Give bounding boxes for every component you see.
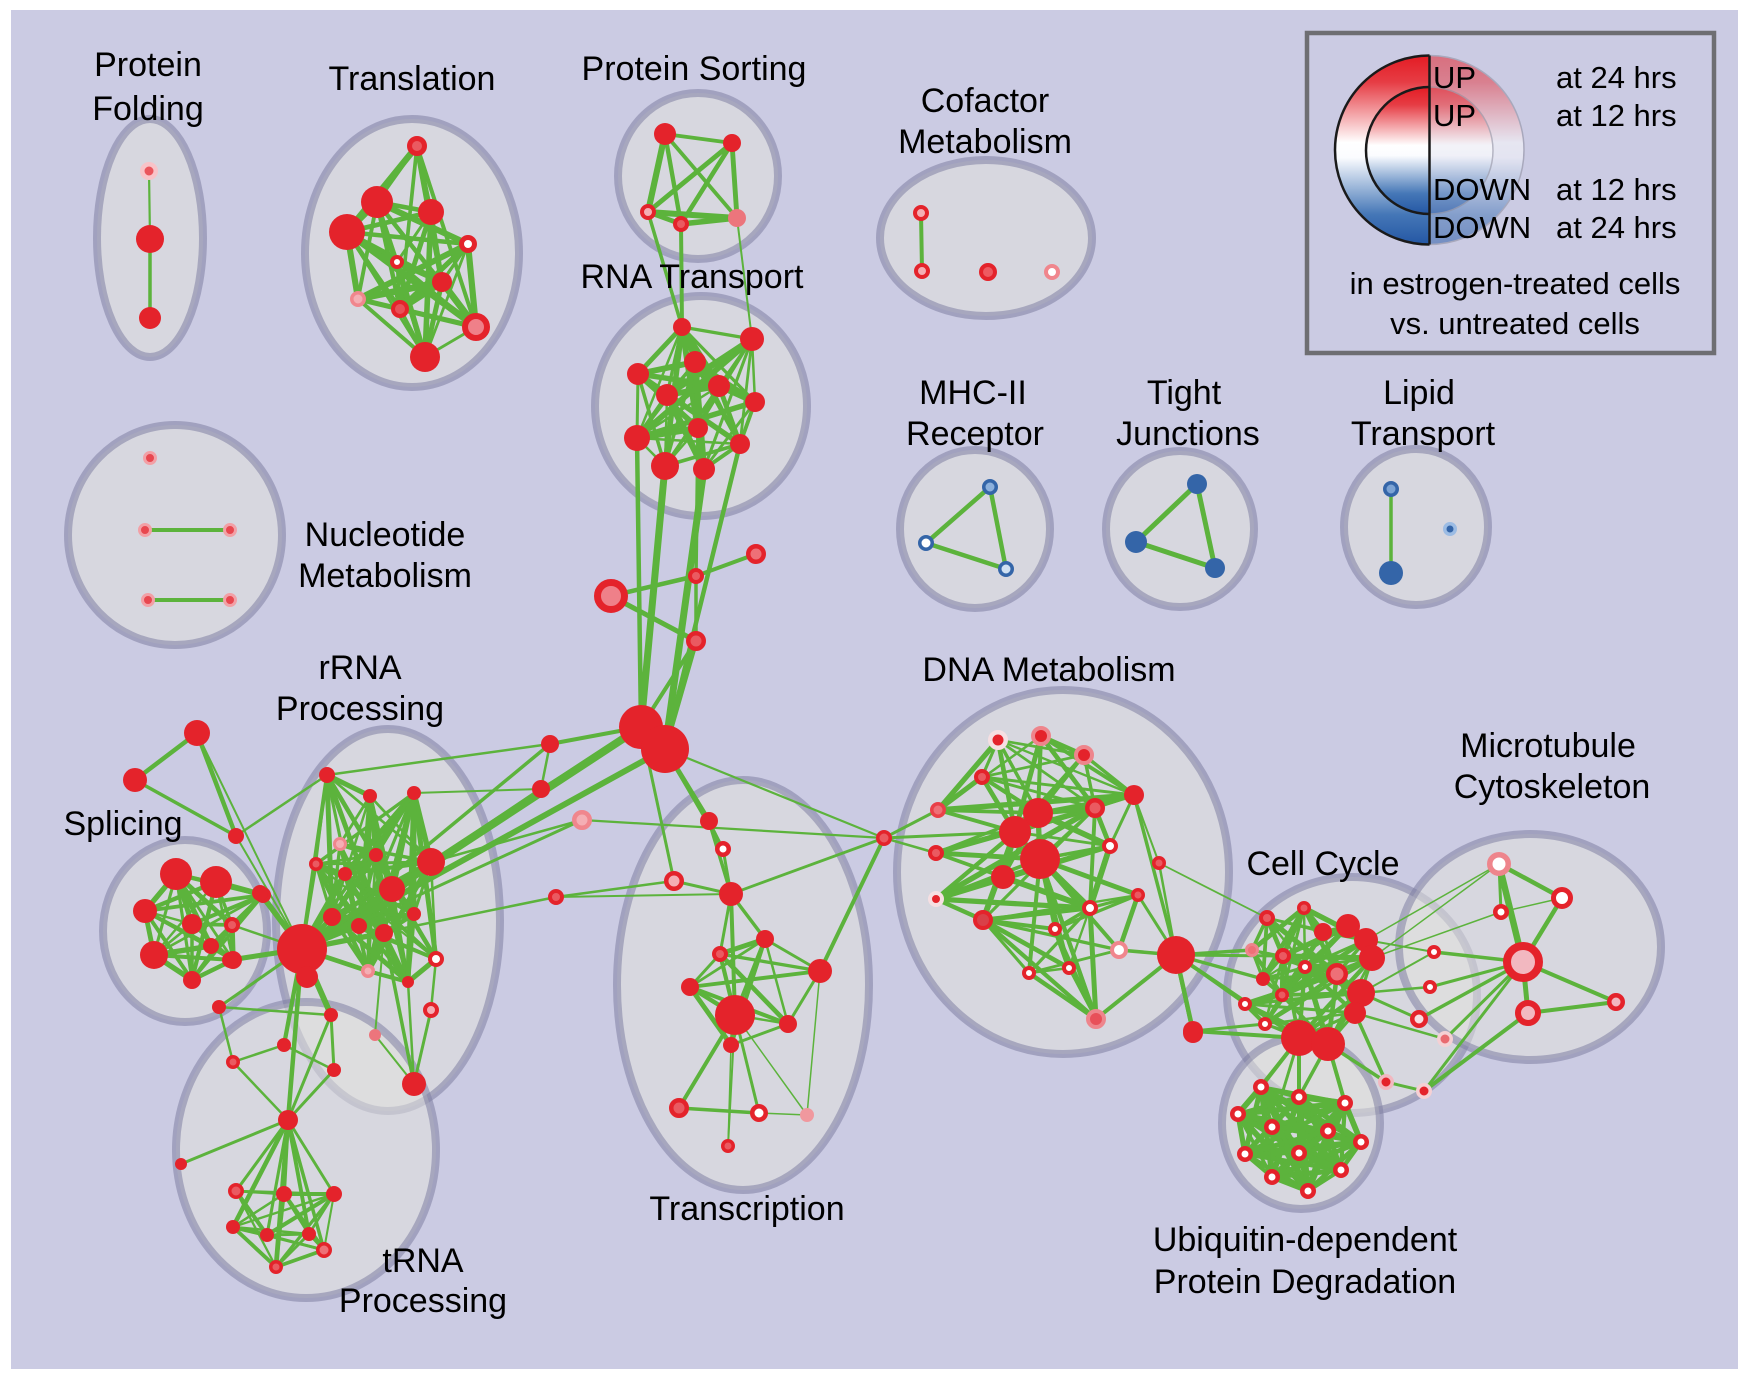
- svg-text:at 12 hrs: at 12 hrs: [1556, 172, 1677, 207]
- svg-text:Protein Sorting: Protein Sorting: [582, 50, 807, 88]
- svg-text:MHC-II: MHC-II: [919, 374, 1027, 412]
- svg-text:Transport: Transport: [1351, 415, 1496, 453]
- svg-text:rRNA: rRNA: [318, 649, 401, 687]
- svg-text:Transcription: Transcription: [649, 1190, 844, 1228]
- svg-text:UP: UP: [1433, 98, 1476, 133]
- svg-text:Folding: Folding: [92, 90, 204, 128]
- svg-text:Cofactor: Cofactor: [921, 82, 1050, 120]
- svg-text:at 24 hrs: at 24 hrs: [1556, 60, 1677, 95]
- svg-text:Processing: Processing: [339, 1282, 507, 1320]
- svg-text:Lipid: Lipid: [1383, 374, 1455, 412]
- svg-text:DOWN: DOWN: [1433, 210, 1531, 245]
- svg-text:DNA Metabolism: DNA Metabolism: [922, 651, 1175, 689]
- svg-text:at 24 hrs: at 24 hrs: [1556, 210, 1677, 245]
- svg-text:Microtubule: Microtubule: [1460, 727, 1636, 765]
- svg-text:tRNA: tRNA: [382, 1242, 464, 1280]
- svg-text:RNA Transport: RNA Transport: [581, 258, 805, 296]
- svg-text:vs. untreated cells: vs. untreated cells: [1390, 306, 1640, 341]
- svg-text:at 12 hrs: at 12 hrs: [1556, 98, 1677, 133]
- svg-text:Cell Cycle: Cell Cycle: [1246, 845, 1399, 883]
- svg-text:Protein Degradation: Protein Degradation: [1154, 1263, 1456, 1301]
- svg-text:Junctions: Junctions: [1116, 415, 1260, 453]
- svg-text:UP: UP: [1433, 60, 1476, 95]
- svg-text:Nucleotide: Nucleotide: [305, 516, 466, 554]
- svg-text:Metabolism: Metabolism: [898, 123, 1072, 161]
- svg-text:Receptor: Receptor: [906, 415, 1044, 453]
- svg-text:Processing: Processing: [276, 690, 444, 728]
- svg-text:in estrogen-treated cells: in estrogen-treated cells: [1350, 266, 1681, 301]
- svg-text:Translation: Translation: [329, 60, 496, 98]
- svg-text:Ubiquitin-dependent: Ubiquitin-dependent: [1153, 1221, 1458, 1259]
- svg-text:Cytoskeleton: Cytoskeleton: [1454, 768, 1651, 806]
- svg-text:Tight: Tight: [1147, 374, 1222, 412]
- svg-text:Metabolism: Metabolism: [298, 557, 472, 595]
- svg-text:Splicing: Splicing: [63, 805, 182, 843]
- svg-text:DOWN: DOWN: [1433, 172, 1531, 207]
- svg-text:Protein: Protein: [94, 46, 202, 84]
